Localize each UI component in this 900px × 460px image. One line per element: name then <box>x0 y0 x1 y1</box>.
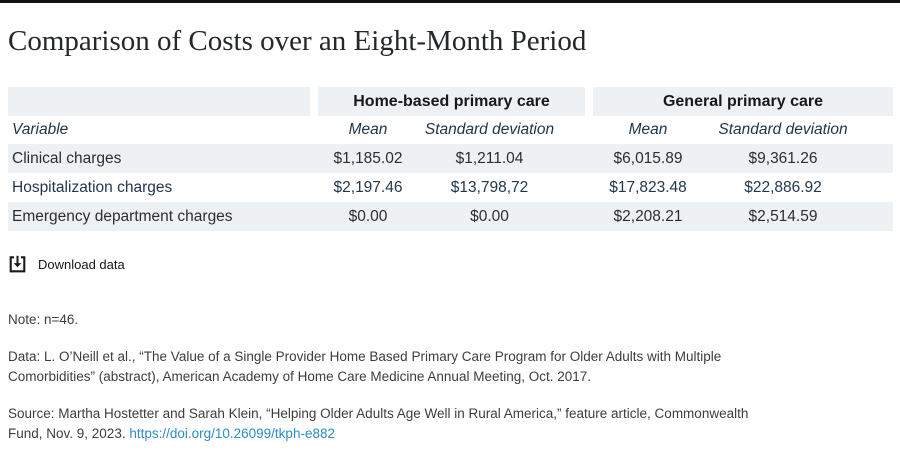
cell-gp-sd: $9,361.26 <box>748 149 818 167</box>
page-title: Comparison of Costs over an Eight-Month … <box>8 25 587 57</box>
column-header-hb-mean: Mean <box>348 121 388 138</box>
source-credit-line2: Fund, Nov. 9, 2023. https://doi.org/10.2… <box>8 424 892 444</box>
cell-hb-sd: $0.00 <box>470 207 509 225</box>
cell-gp-mean: $2,208.21 <box>613 207 683 225</box>
table-column-header-row: Variable Mean Standard deviation Mean St… <box>8 116 893 144</box>
note-text: Note: n=46. <box>8 312 79 327</box>
cell-gp-mean: $17,823.48 <box>609 178 687 196</box>
doi-link[interactable]: https://doi.org/10.26099/tkph-e882 <box>129 426 335 441</box>
cell-hb-sd: $1,211.04 <box>455 149 524 167</box>
table-group-header-row: Home-based primary care General primary … <box>8 87 893 116</box>
table-row-hospitalization-charges: Hospitalization charges $2,197.46 $13,79… <box>8 173 893 202</box>
data-credit-line2: Comorbidities” (abstract), American Acad… <box>8 369 592 384</box>
table-row-clinical-charges: Clinical charges $1,185.02 $1,211.04 $6,… <box>8 144 893 173</box>
download-data-button[interactable]: Download data <box>8 255 125 274</box>
data-credit-line1: Data: L. O’Neill et al., “The Value of a… <box>8 349 722 364</box>
cell-hb-mean: $0.00 <box>348 207 388 225</box>
download-icon <box>8 255 27 274</box>
cell-gp-sd: $22,886.92 <box>744 178 822 196</box>
group-header-general: General primary care <box>593 87 893 116</box>
column-header-gp-mean: Mean <box>628 121 668 138</box>
cost-comparison-table: Home-based primary care General primary … <box>8 87 893 231</box>
source-credit-line2-prefix: Fund, Nov. 9, 2023. <box>8 426 130 441</box>
group-header-spacer <box>8 87 310 116</box>
cell-hb-mean: $2,197.46 <box>333 178 403 196</box>
cell-variable: Clinical charges <box>12 149 122 167</box>
cell-gp-mean: $6,015.89 <box>613 149 683 167</box>
download-label: Download data <box>38 257 125 272</box>
cell-variable: Emergency department charges <box>12 207 233 225</box>
source-credit: Source: Martha Hostetter and Sarah Klein… <box>8 404 892 444</box>
cell-variable: Hospitalization charges <box>12 178 173 196</box>
cell-hb-mean: $1,185.02 <box>333 149 403 167</box>
source-credit-line1: Source: Martha Hostetter and Sarah Klein… <box>8 406 749 421</box>
column-header-variable: Variable <box>12 121 69 138</box>
column-header-hb-sd: Standard deviation <box>424 121 555 138</box>
group-header-home-based: Home-based primary care <box>318 87 585 116</box>
top-rule <box>0 0 900 3</box>
table-row-emergency-department-charges: Emergency department charges $0.00 $0.00… <box>8 202 893 231</box>
column-header-gp-sd: Standard deviation <box>718 121 848 138</box>
cell-hb-sd: $13,798,72 <box>450 178 529 196</box>
cell-gp-sd: $2,514.59 <box>748 207 818 225</box>
data-credit: Data: L. O’Neill et al., “The Value of a… <box>8 347 892 387</box>
